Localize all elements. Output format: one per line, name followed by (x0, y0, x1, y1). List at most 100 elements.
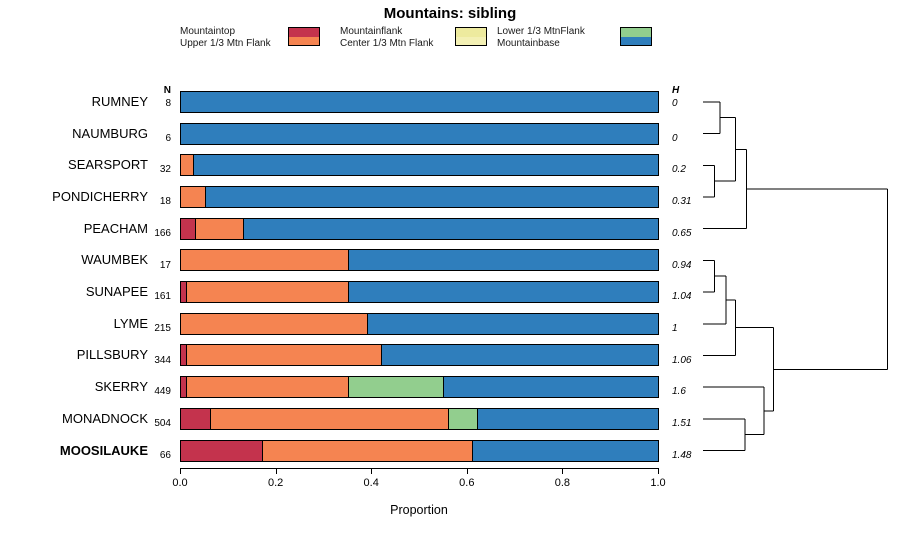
row-label: SEARSPORT (68, 157, 148, 173)
bar-segment-mountainbase (367, 313, 658, 334)
bar-segment-mountainbase (381, 345, 658, 366)
row-label: PILLSBURY (76, 347, 148, 363)
x-tick-label: 0.6 (459, 477, 475, 489)
legend-swatch-color (289, 28, 319, 37)
bar-row (180, 122, 659, 145)
n-value: 6 (165, 132, 171, 144)
n-value: 17 (159, 259, 171, 271)
x-tick-label: 1.0 (650, 477, 666, 489)
n-value: 18 (159, 196, 171, 208)
legend-swatch-color (456, 36, 486, 45)
h-value: 0.2 (672, 164, 686, 176)
x-axis-tick (658, 468, 659, 474)
bar-row (180, 439, 659, 462)
h-value: 0 (672, 132, 678, 144)
n-value: 344 (154, 354, 171, 366)
bar-segment-mountainbase (347, 250, 658, 271)
h-value: 1.48 (672, 449, 692, 461)
bar-segment-mountaintop (181, 408, 210, 429)
bar-segment-upper-flank (209, 408, 449, 429)
x-tick-label: 0.0 (172, 477, 188, 489)
h-value: 1 (672, 322, 678, 334)
n-value: 166 (154, 227, 171, 239)
bar-segment-upper-flank (185, 377, 348, 398)
chart-title: Mountains: sibling (383, 5, 517, 22)
legend-swatch-color (456, 28, 486, 37)
bar-segment-mountainbase (242, 218, 658, 239)
x-axis-title: Proportion (390, 503, 448, 517)
legend-label: Lower 1/3 MtnFlank (497, 26, 585, 37)
bar-segment-mountainbase (476, 408, 658, 429)
legend-label: Mountainbase (497, 37, 560, 49)
legend-swatch (620, 27, 652, 46)
row-label: NAUMBURG (72, 125, 148, 141)
legend-label-group: Mountaintop Upper 1/3 Mtn Flank (180, 26, 271, 49)
n-value: 32 (159, 164, 171, 176)
bar-segment-upper-flank (185, 282, 348, 303)
bar-row (180, 281, 659, 304)
bar-segment-mountaintop (181, 282, 186, 303)
bar-segment-upper-flank (195, 218, 243, 239)
n-value: 504 (154, 418, 171, 429)
x-axis-tick (466, 468, 468, 474)
bar-segment-mountainbase (181, 91, 658, 112)
dendrogram (703, 101, 888, 452)
bar-segment-upper-flank (185, 345, 382, 366)
legend-label: Mountaintop (180, 26, 236, 37)
bar-segment-mountainbase (204, 186, 658, 207)
legend-swatch-color (289, 36, 319, 45)
h-value: 0.31 (672, 196, 692, 208)
row-label: SKERRY (94, 379, 148, 395)
x-tick-label: 0.8 (554, 477, 571, 489)
legend-label-group: Lower 1/3 MtnFlank Mountainbase (497, 26, 585, 49)
bar-row (180, 312, 659, 335)
h-value: 1.04 (672, 291, 692, 303)
bar-segment-mountainbase (192, 155, 658, 176)
x-tick-label: 0.4 (363, 477, 379, 489)
h-value: 0 (672, 98, 678, 109)
row-label: WAUMBEK (81, 252, 148, 268)
bar-segment-mountainbase (471, 440, 658, 461)
h-value: 1.6 (672, 386, 686, 398)
bar-segment-upper-flank (262, 440, 472, 461)
legend-swatch (455, 27, 487, 46)
legend-swatch-color (621, 28, 651, 37)
h-value: 1.51 (672, 418, 692, 429)
legend-label-group: Mountainflank Center 1/3 Mtn Flank (340, 26, 433, 49)
h-value: 0.94 (672, 259, 692, 271)
legend-swatch-color (621, 36, 651, 45)
legend-label: Mountainflank (340, 26, 403, 37)
bar-segment-mountaintop (181, 440, 263, 461)
row-label: MONADNOCK (62, 410, 148, 426)
n-value: 215 (154, 322, 171, 334)
bar-row (180, 407, 659, 430)
legend-swatch (288, 27, 320, 46)
row-label: SUNAPEE (85, 284, 148, 300)
bar-segment-mountaintop (181, 345, 186, 366)
bar-segment-upper-flank (181, 250, 348, 271)
n-value: 161 (154, 291, 171, 303)
row-label: PONDICHERRY (52, 188, 148, 204)
x-axis-line (180, 468, 659, 469)
bar-segment-mountaintop (181, 218, 196, 239)
n-column-header: N (163, 85, 171, 96)
bar-segment-upper-flank (181, 186, 205, 207)
n-value: 8 (165, 98, 171, 109)
bar-segment-upper-flank (181, 155, 193, 176)
n-value: 449 (154, 386, 171, 398)
bar-row (180, 154, 659, 177)
x-axis-tick (180, 468, 181, 474)
row-label: MOOSILAUKE (59, 442, 148, 458)
bar-segment-lower-flank (347, 377, 444, 398)
legend-label: Upper 1/3 Mtn Flank (180, 37, 271, 49)
h-column-header: H (672, 85, 680, 96)
x-axis-tick (562, 468, 564, 474)
bar-segment-upper-flank (181, 313, 368, 334)
h-value: 0.65 (672, 227, 692, 239)
x-tick-label: 0.2 (267, 477, 284, 489)
h-value: 1.06 (672, 354, 692, 366)
bar-row (180, 90, 659, 113)
bar-segment-mountainbase (181, 123, 658, 144)
row-label: RUMNEY (91, 93, 148, 109)
